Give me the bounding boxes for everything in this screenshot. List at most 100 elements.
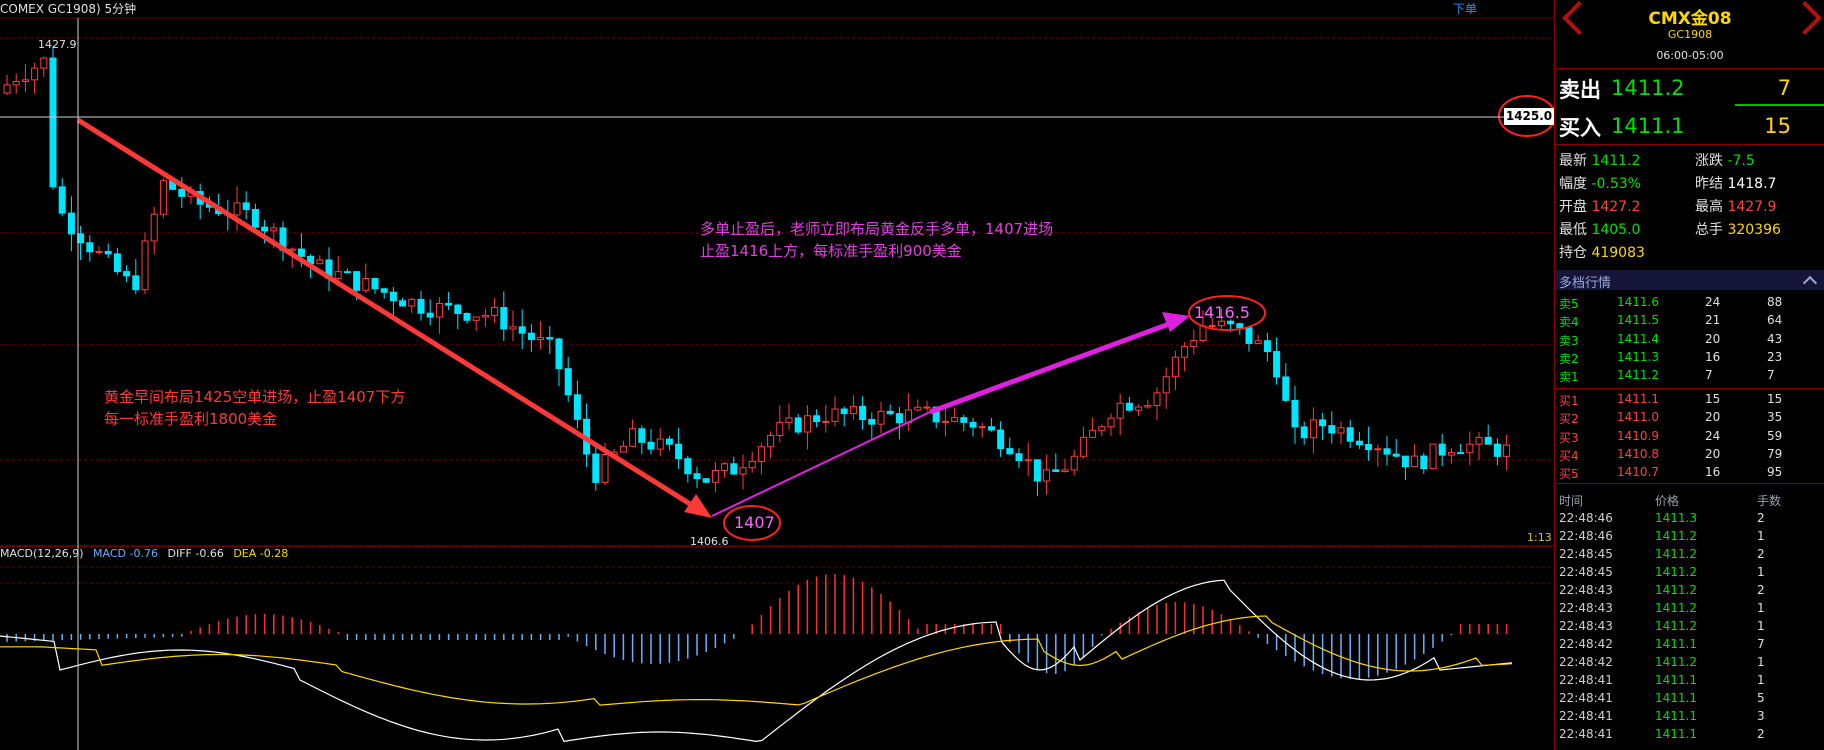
depth-price: 1411.3 bbox=[1617, 349, 1659, 364]
depth-row[interactable]: 买3 1410.9 24 59 bbox=[1555, 427, 1824, 445]
candle-up bbox=[1135, 406, 1143, 411]
depth-row[interactable]: 卖2 1411.3 16 23 bbox=[1555, 348, 1824, 366]
sell-price: 1411.2 bbox=[1611, 76, 1685, 100]
stat-2: 幅度 -0.53% bbox=[1559, 173, 1641, 193]
sell-qty: 7 bbox=[1777, 76, 1791, 100]
candle-up bbox=[877, 410, 885, 425]
candle-down bbox=[546, 337, 554, 340]
depth-row[interactable]: 卖3 1411.4 20 43 bbox=[1555, 330, 1824, 348]
candle-down bbox=[261, 226, 269, 232]
collapse-icon[interactable] bbox=[1802, 275, 1818, 291]
stat-8: 持仓 419083 bbox=[1559, 242, 1645, 262]
candle-down bbox=[353, 271, 361, 291]
candle-up bbox=[12, 81, 20, 86]
buy-row[interactable]: 买入 1411.1 15 bbox=[1555, 108, 1824, 142]
candle-up bbox=[1411, 455, 1419, 468]
trade-qty: 1 bbox=[1757, 601, 1765, 615]
candle-up bbox=[601, 454, 609, 483]
candle-down bbox=[1006, 448, 1014, 455]
candle-down bbox=[702, 478, 710, 483]
depth-row[interactable]: 买1 1411.1 15 15 bbox=[1555, 390, 1824, 408]
macd-params: MACD(12,26,9) bbox=[0, 547, 84, 560]
depth-row[interactable]: 买2 1411.0 20 35 bbox=[1555, 408, 1824, 426]
candle-up bbox=[141, 240, 149, 291]
candle-down bbox=[343, 271, 351, 274]
trade-row: 22:48:45 1411.2 2 bbox=[1555, 545, 1824, 563]
depth-qty: 24 bbox=[1705, 295, 1721, 309]
candle-down bbox=[665, 438, 673, 445]
candle-up bbox=[785, 417, 793, 423]
candle-up bbox=[1475, 436, 1483, 445]
trade-qty: 1 bbox=[1757, 565, 1765, 579]
depth-section-header[interactable]: 多档行情 bbox=[1555, 270, 1824, 291]
depth-row[interactable]: 买5 1410.7 16 95 bbox=[1555, 463, 1824, 481]
trade-row: 22:48:41 1411.1 2 bbox=[1555, 725, 1824, 743]
order-link[interactable]: 下单 bbox=[1453, 2, 1478, 16]
candle-down bbox=[104, 250, 112, 255]
short-trade-arrowhead bbox=[684, 494, 712, 518]
candle-down bbox=[417, 298, 425, 314]
stat-key: 最高 bbox=[1695, 199, 1723, 215]
stat-key: 最低 bbox=[1559, 222, 1587, 238]
candle-up bbox=[1208, 325, 1216, 328]
candle-down bbox=[1033, 459, 1041, 482]
depth-price: 1411.5 bbox=[1617, 313, 1659, 328]
annotation-long-trade: 多单止盈后，老师立即布局黄金反手多单，1407进场 止盈1416上方，每标准手盈… bbox=[700, 218, 1053, 262]
depth-row[interactable]: 卖5 1411.6 24 88 bbox=[1555, 293, 1824, 311]
trade-time: 22:48:42 bbox=[1559, 637, 1613, 651]
trade-time: 22:48:46 bbox=[1559, 529, 1613, 543]
candle-down bbox=[960, 417, 968, 423]
instrument-code: GC1908 bbox=[1667, 28, 1713, 41]
candle-up bbox=[1144, 405, 1152, 408]
depth-qty: 21 bbox=[1705, 313, 1721, 328]
candle-up bbox=[1447, 452, 1455, 456]
candle-down bbox=[527, 332, 535, 341]
stat-value: 1427.9 bbox=[1727, 199, 1777, 215]
trade-qty: 2 bbox=[1757, 727, 1765, 741]
candle-down bbox=[1457, 452, 1465, 455]
trade-row: 22:48:45 1411.2 1 bbox=[1555, 563, 1824, 581]
candle-up bbox=[31, 67, 39, 81]
stat-key: 涨跌 bbox=[1695, 153, 1723, 169]
candle-up bbox=[803, 415, 811, 433]
candle-down bbox=[647, 441, 655, 450]
trade-qty: 3 bbox=[1757, 709, 1765, 723]
trades-header: 时间 价格 手数 bbox=[1555, 490, 1824, 508]
candle-down bbox=[178, 188, 186, 197]
sell-row[interactable]: 卖出 1411.2 7 bbox=[1555, 70, 1824, 104]
depth-label: 买4 bbox=[1559, 448, 1579, 463]
trade-price: 1411.2 bbox=[1655, 655, 1697, 669]
candle-up bbox=[1254, 340, 1262, 344]
depth-label: 买5 bbox=[1559, 467, 1579, 482]
annotation-line: 止盈1416上方，每标准手盈利900美金 bbox=[700, 242, 962, 260]
chart-title: COMEX GC1908) 5分钟 bbox=[0, 2, 137, 16]
candle-down bbox=[445, 302, 453, 306]
sell-label: 卖出 bbox=[1559, 78, 1601, 102]
candle-up bbox=[40, 57, 48, 69]
candle-up bbox=[491, 307, 499, 316]
candle-up bbox=[1162, 376, 1170, 394]
high-circle bbox=[1188, 295, 1266, 331]
candle-down bbox=[592, 453, 600, 483]
dea-value: DEA -0.28 bbox=[233, 547, 289, 560]
candle-up bbox=[739, 467, 747, 475]
current-price-tag: 1425.0 bbox=[1504, 108, 1554, 125]
candle-up bbox=[1098, 426, 1106, 431]
stat-5: 最高 1427.9 bbox=[1695, 196, 1776, 216]
candle-down bbox=[426, 312, 434, 318]
candle-up bbox=[435, 302, 443, 318]
trade-qty: 1 bbox=[1757, 673, 1765, 687]
stat-1: 涨跌 -7.5 bbox=[1695, 150, 1755, 170]
depth-total: 59 bbox=[1767, 428, 1783, 443]
candle-up bbox=[1190, 340, 1198, 348]
depth-row[interactable]: 卖1 1411.2 7 7 bbox=[1555, 366, 1824, 384]
candle-up bbox=[1309, 419, 1317, 439]
depth-row[interactable]: 买4 1410.8 20 79 bbox=[1555, 445, 1824, 463]
candle-down bbox=[1273, 351, 1281, 378]
candle-down bbox=[1346, 427, 1354, 442]
depth-total: 35 bbox=[1767, 410, 1783, 425]
depth-total: 43 bbox=[1767, 331, 1783, 346]
price-chart[interactable] bbox=[0, 0, 1554, 750]
candle-down bbox=[573, 394, 581, 420]
depth-row[interactable]: 卖4 1411.5 21 64 bbox=[1555, 311, 1824, 329]
